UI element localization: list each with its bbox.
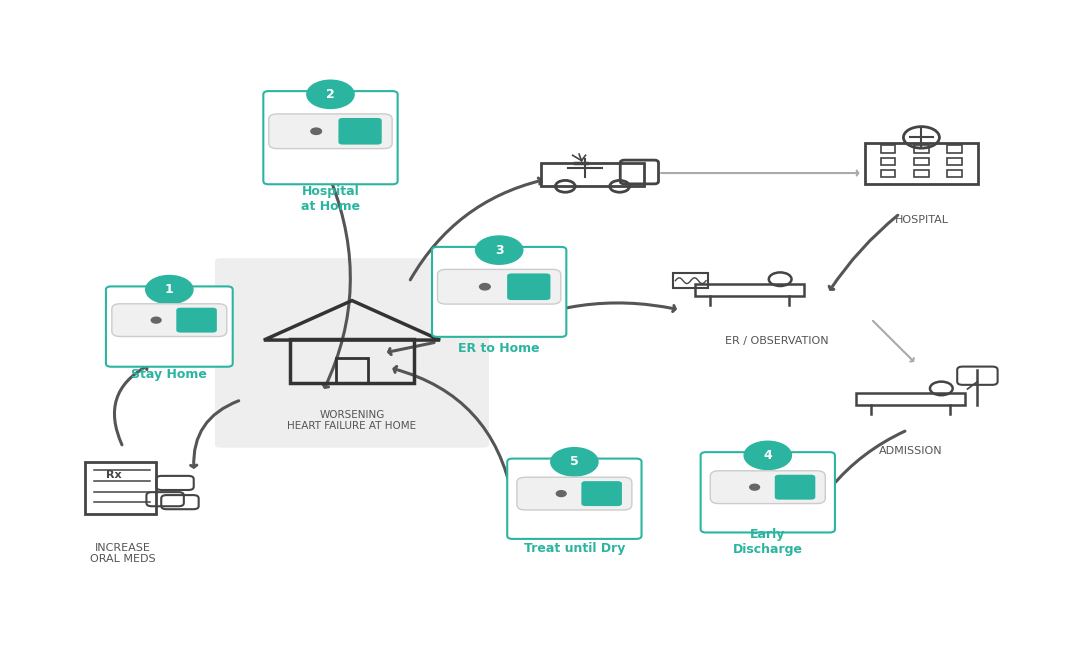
FancyBboxPatch shape (711, 471, 825, 503)
FancyBboxPatch shape (432, 247, 566, 337)
Circle shape (307, 80, 354, 108)
Text: 3: 3 (495, 244, 503, 257)
FancyBboxPatch shape (508, 459, 642, 539)
Text: Treat until Dry: Treat until Dry (524, 542, 625, 555)
FancyBboxPatch shape (215, 258, 489, 448)
Circle shape (475, 236, 523, 264)
FancyBboxPatch shape (437, 270, 561, 304)
Text: Stay Home: Stay Home (132, 368, 207, 381)
Text: INCREASE
ORAL MEDS: INCREASE ORAL MEDS (91, 542, 156, 564)
FancyBboxPatch shape (581, 481, 622, 506)
Circle shape (311, 128, 322, 134)
Text: 2: 2 (326, 88, 335, 101)
FancyBboxPatch shape (269, 114, 392, 148)
Text: Hospital
at Home: Hospital at Home (301, 185, 360, 213)
FancyBboxPatch shape (176, 308, 217, 332)
Text: 5: 5 (570, 456, 579, 469)
Circle shape (551, 448, 598, 476)
FancyBboxPatch shape (338, 118, 381, 145)
Circle shape (151, 318, 161, 323)
Text: Rx: Rx (107, 470, 122, 480)
Text: Early
Discharge: Early Discharge (733, 528, 802, 557)
Text: 4: 4 (764, 449, 772, 462)
Circle shape (744, 441, 792, 470)
FancyBboxPatch shape (517, 477, 632, 510)
Circle shape (750, 484, 759, 490)
Circle shape (480, 284, 490, 290)
FancyBboxPatch shape (774, 475, 815, 500)
FancyBboxPatch shape (264, 91, 397, 184)
FancyBboxPatch shape (508, 273, 551, 300)
Circle shape (146, 275, 193, 304)
FancyBboxPatch shape (112, 304, 227, 336)
Text: WORSENING
HEART FAILURE AT HOME: WORSENING HEART FAILURE AT HOME (287, 410, 417, 431)
Text: HOSPITAL: HOSPITAL (894, 215, 948, 225)
Text: 1: 1 (165, 283, 174, 296)
Circle shape (556, 491, 566, 496)
FancyBboxPatch shape (106, 286, 232, 367)
Text: ER / OBSERVATION: ER / OBSERVATION (725, 336, 828, 345)
Text: ER to Home: ER to Home (458, 342, 540, 355)
Text: ADMISSION: ADMISSION (879, 446, 943, 456)
FancyBboxPatch shape (701, 452, 835, 533)
